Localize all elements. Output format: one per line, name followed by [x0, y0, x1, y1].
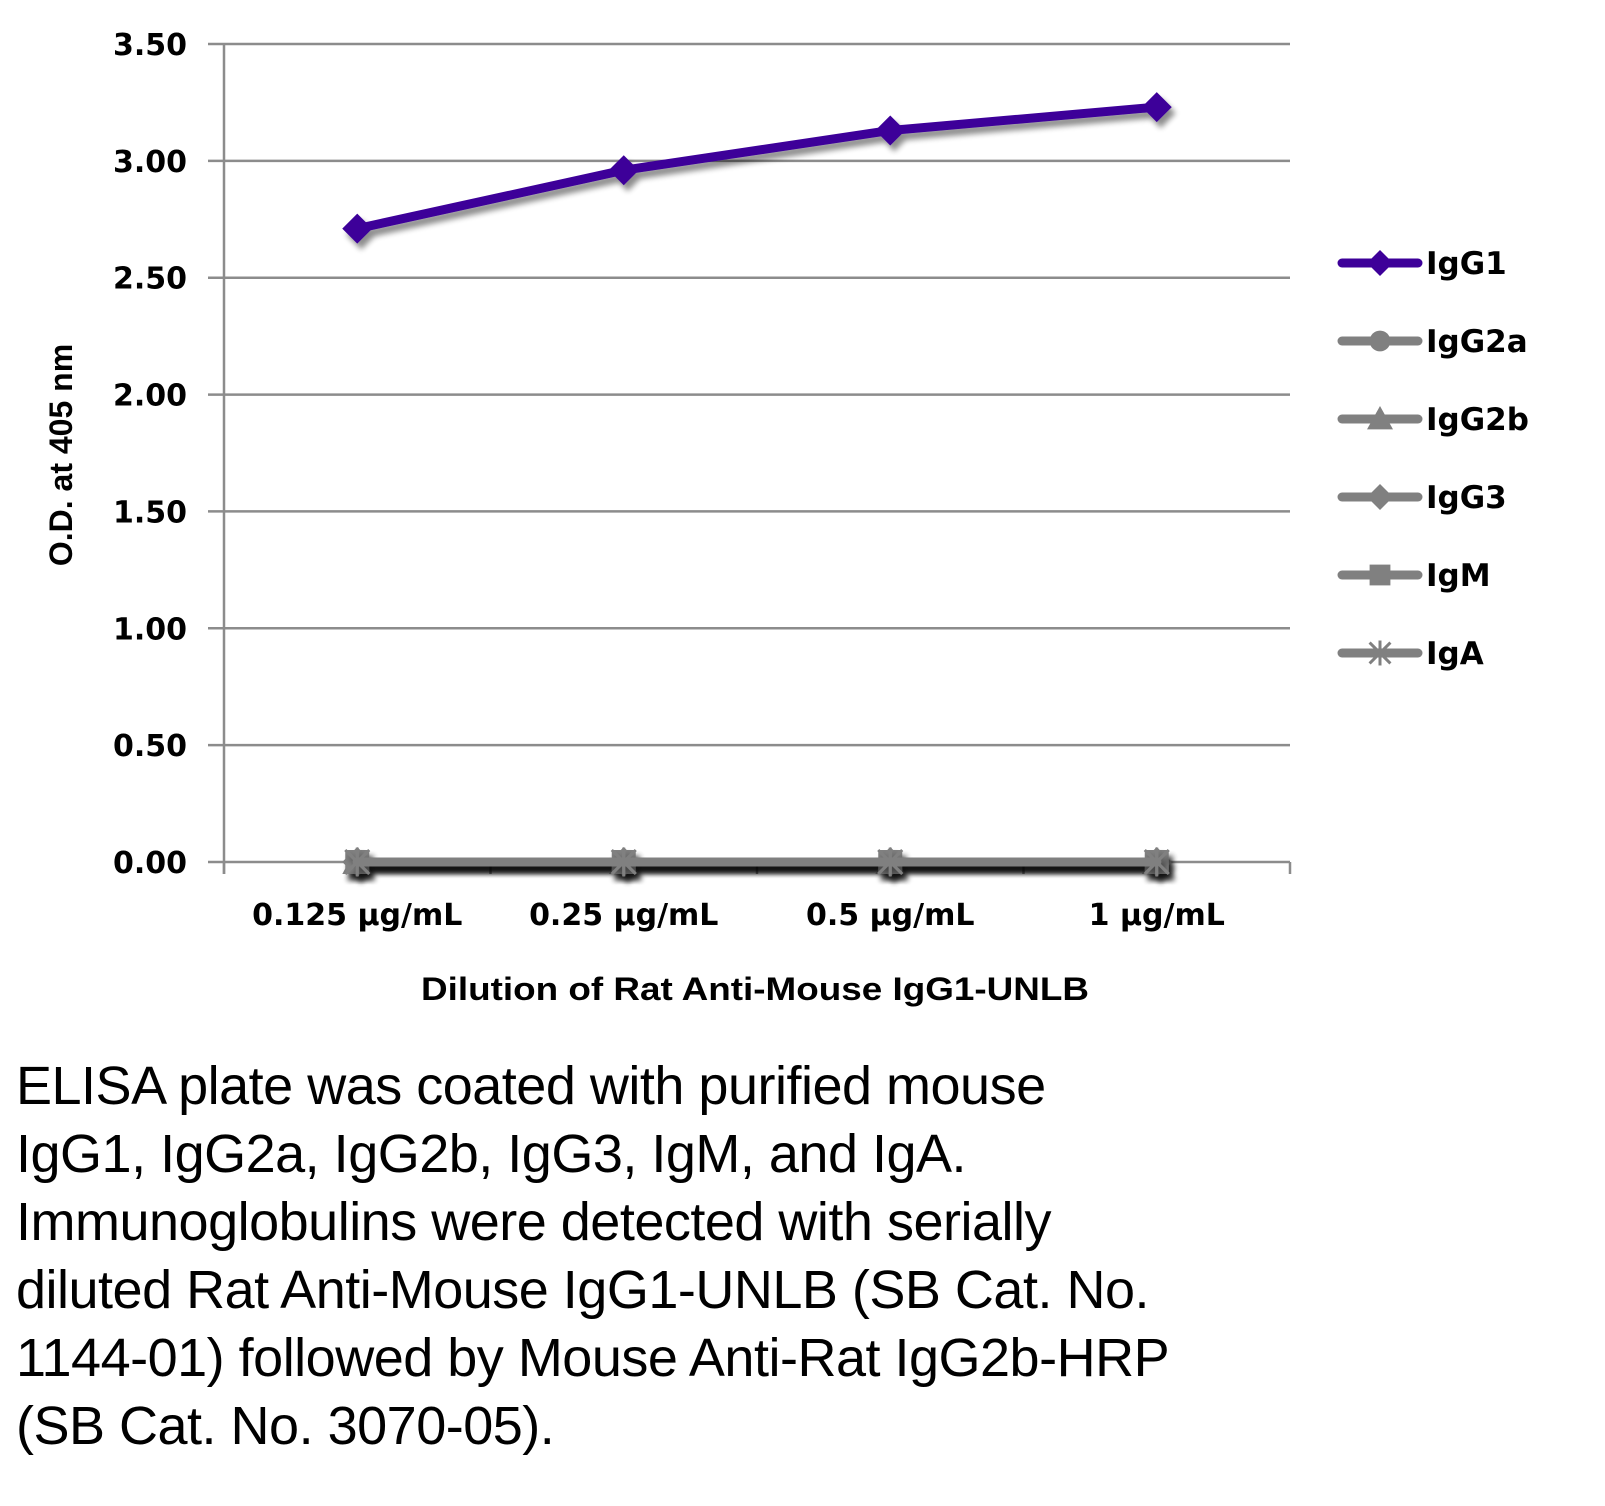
y-axis-title: O.D. at 405 nm: [43, 344, 79, 566]
x-tick-label: 0.25 µg/mL: [529, 898, 718, 933]
legend-marker-square-icon: [1369, 564, 1391, 586]
data-point-igg1: [608, 155, 639, 186]
legend-item-igg3: IgG3: [1337, 480, 1507, 516]
legend-marker-diamond-icon: [1367, 250, 1393, 276]
legend-item-igg2b: IgG2b: [1337, 402, 1529, 438]
series-iga: [344, 847, 1170, 877]
series-line: [352, 102, 1162, 234]
data-point-iga: [344, 847, 371, 877]
y-tick-label: 1.50: [113, 495, 187, 530]
y-tick-label: 2.50: [113, 262, 187, 297]
figure-caption: ELISA plate was coated with purified mou…: [16, 1056, 1170, 1456]
legend-item-igg2a: IgG2a: [1337, 324, 1528, 360]
elisa-line-chart: 0.00 0.50 1.00 1.50 2.00 2.50 3.00 3.50 0.125 µ…: [43, 28, 1529, 1007]
data-point-iga: [610, 847, 637, 877]
x-tick-label: 1 µg/mL: [1089, 898, 1225, 933]
x-tick-label: 0.125 µg/mL: [252, 898, 462, 933]
legend-label: IgG1: [1426, 246, 1507, 282]
y-tick-label: 0.50: [113, 729, 187, 764]
y-tick-label: 0.00: [113, 846, 187, 881]
data-point-igg1: [875, 115, 906, 146]
data-point-iga: [1143, 847, 1170, 877]
legend-item-igg1: IgG1: [1337, 246, 1507, 282]
series-igg1: [342, 92, 1172, 244]
legend-marker-triangle-icon: [1367, 406, 1393, 430]
x-tick-label: 0.5 µg/mL: [806, 898, 974, 933]
data-point-igg1: [1141, 92, 1172, 123]
data-point-igg1: [342, 213, 373, 244]
data-point-iga: [877, 847, 904, 877]
y-tick-label: 1.00: [113, 612, 187, 647]
y-tick-label: 2.00: [113, 379, 187, 414]
legend-label: IgG2b: [1426, 402, 1529, 438]
legend-item-igm: IgM: [1337, 558, 1491, 594]
x-tick-labels: 0.125 µg/mL 0.25 µg/mL 0.5 µg/mL 1 µg/mL: [252, 898, 1225, 933]
gridlines: [208, 42, 1290, 864]
y-tick-label: 3.00: [113, 145, 187, 180]
x-axis-title: Dilution of Rat Anti-Mouse IgG1-UNLB: [421, 971, 1089, 1007]
y-tick-labels: 0.00 0.50 1.00 1.50 2.00 2.50 3.00 3.50: [113, 28, 187, 881]
legend: IgG1 IgG2a IgG2b IgG3 IgM IgA: [1337, 246, 1529, 672]
legend-label: IgM: [1426, 558, 1491, 594]
legend-label: IgA: [1426, 636, 1484, 672]
legend-marker-star-icon: [1368, 640, 1392, 666]
legend-label: IgG3: [1426, 480, 1507, 516]
legend-marker-circle-icon: [1369, 330, 1391, 352]
series-layer: [342, 92, 1172, 877]
legend-label: IgG2a: [1426, 324, 1528, 360]
axes: [222, 44, 1292, 874]
legend-item-iga: IgA: [1337, 636, 1484, 672]
y-tick-label: 3.50: [113, 28, 187, 63]
legend-marker-diamond-icon: [1367, 484, 1393, 510]
